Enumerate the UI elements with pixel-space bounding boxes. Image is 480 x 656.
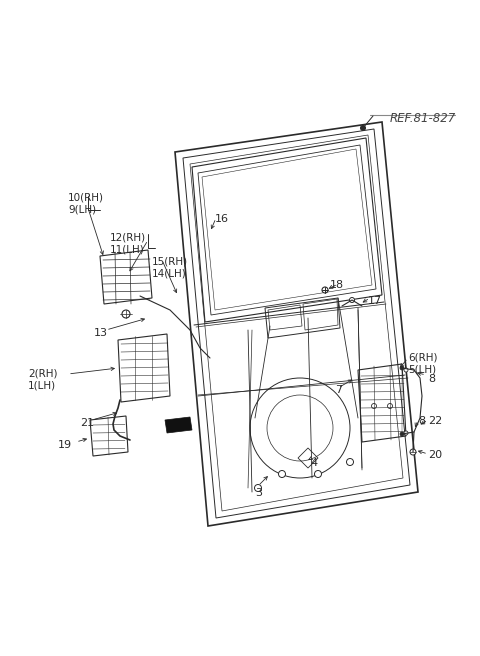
Text: 14(LH): 14(LH) [152, 268, 187, 278]
Text: 18: 18 [330, 280, 344, 290]
Circle shape [404, 431, 408, 435]
Text: 3: 3 [255, 488, 262, 498]
Text: 7: 7 [335, 385, 342, 395]
Circle shape [254, 485, 262, 491]
Text: 13: 13 [94, 328, 108, 338]
Circle shape [360, 125, 365, 131]
Circle shape [347, 459, 353, 466]
Circle shape [122, 310, 130, 318]
Circle shape [387, 403, 393, 409]
Text: 21: 21 [80, 418, 94, 428]
Text: 15(RH): 15(RH) [152, 256, 188, 266]
Text: 12(RH): 12(RH) [110, 232, 146, 242]
Text: 4: 4 [310, 458, 317, 468]
Circle shape [404, 368, 408, 372]
Text: 9(LH): 9(LH) [68, 205, 96, 215]
Text: 17: 17 [368, 296, 382, 306]
Circle shape [410, 449, 416, 455]
Text: 8: 8 [418, 416, 425, 426]
Circle shape [278, 470, 286, 478]
Text: 22: 22 [428, 416, 442, 426]
Circle shape [349, 298, 355, 302]
Text: 19: 19 [58, 440, 72, 450]
Text: 20: 20 [428, 450, 442, 460]
Circle shape [322, 287, 328, 293]
Text: 11(LH): 11(LH) [110, 244, 145, 254]
Text: 8: 8 [428, 374, 435, 384]
Polygon shape [165, 417, 192, 433]
Circle shape [400, 366, 404, 370]
Circle shape [314, 470, 322, 478]
Text: 2(RH): 2(RH) [28, 368, 58, 378]
Text: 5(LH): 5(LH) [408, 364, 436, 374]
Text: 1(LH): 1(LH) [28, 380, 56, 390]
Text: REF.81-827: REF.81-827 [390, 112, 456, 125]
Text: 16: 16 [215, 214, 229, 224]
Text: 6(RH): 6(RH) [408, 352, 437, 362]
Circle shape [372, 403, 376, 409]
Circle shape [400, 432, 404, 436]
Text: 10(RH): 10(RH) [68, 193, 104, 203]
